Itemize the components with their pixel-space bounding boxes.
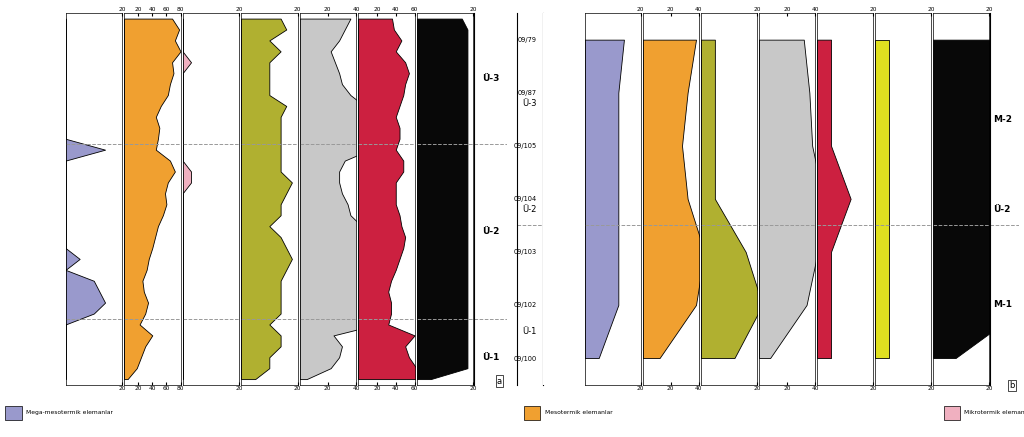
Text: Ü-1: Ü-1	[482, 353, 500, 362]
Text: Mikrotermik elemanlar: Mikrotermik elemanlar	[965, 410, 1024, 416]
Text: Ü-2: Ü-2	[482, 227, 500, 236]
Text: M-1: M-1	[993, 301, 1012, 309]
Text: Mesotermik elemanlar: Mesotermik elemanlar	[545, 410, 612, 416]
Text: Ü-3: Ü-3	[522, 99, 538, 108]
Text: Ü-3: Ü-3	[482, 74, 500, 83]
Text: b: b	[1010, 381, 1015, 390]
Text: Ü-2: Ü-2	[522, 205, 538, 214]
Text: M-2: M-2	[993, 115, 1012, 124]
Text: a: a	[497, 377, 502, 386]
Text: Ü-1: Ü-1	[522, 327, 538, 336]
Text: Mega-mesotermik elemanlar: Mega-mesotermik elemanlar	[26, 410, 113, 416]
Text: Ü-2: Ü-2	[993, 205, 1011, 214]
